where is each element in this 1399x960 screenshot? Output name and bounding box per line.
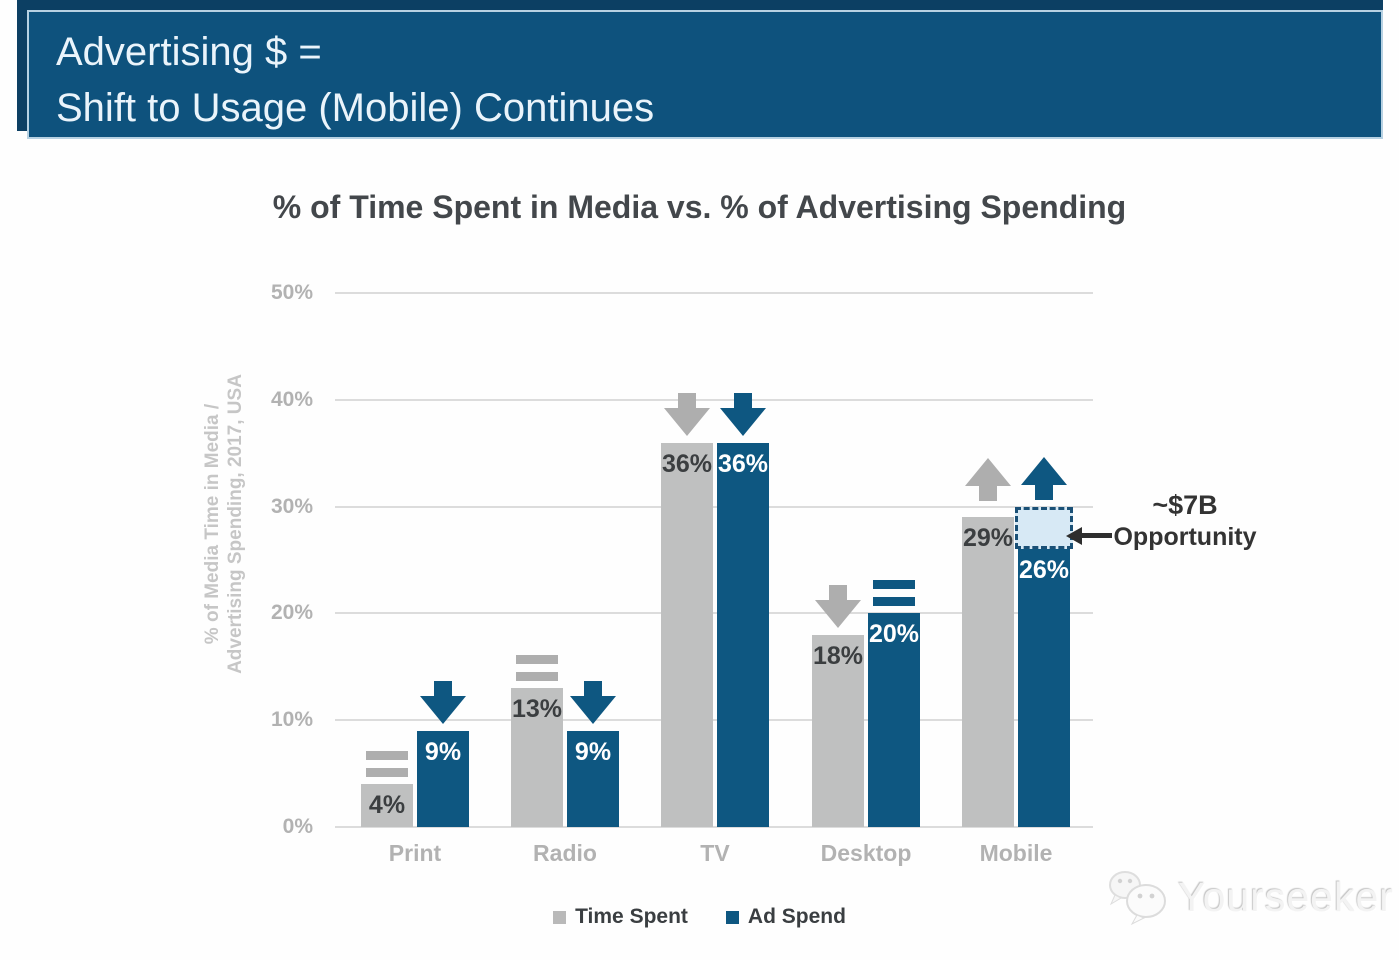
- annotation-label-line1: ~$7B: [1152, 490, 1218, 520]
- watermark: Yourseeker: [1106, 868, 1394, 926]
- y-tick-label-30: 30%: [270, 494, 313, 518]
- chart-title: % of Time Spent in Media vs. % of Advert…: [272, 189, 1127, 225]
- bar-ad-spend-radio: [567, 730, 619, 827]
- bar-time-spent-tv: [661, 442, 713, 827]
- bar-value-label-time-spent-tv: 36%: [661, 449, 713, 478]
- trend-up-icon-time-spent-mobile: [965, 458, 1011, 502]
- gridline-20: [335, 612, 1093, 615]
- gridline-50: [335, 292, 1093, 294]
- watermark-text: Yourseeker: [1178, 873, 1394, 920]
- gridline-30: [335, 505, 1093, 508]
- annotation-left-arrow-icon: [1066, 527, 1082, 545]
- header-title-line2: Shift to Usage (Mobile) Continues: [56, 86, 655, 130]
- bar-time-spent-radio: [511, 688, 563, 827]
- y-axis-label-line1: % of Media Time in Media /: [202, 403, 223, 645]
- bar-value-label-time-spent-desktop: 18%: [812, 641, 864, 670]
- trend-down-icon-ad-spend-print: [420, 680, 466, 724]
- trend-equal-icon-ad-spend-desktop: [873, 580, 915, 607]
- trend-equal-icon-time-spent-radio: [516, 655, 558, 682]
- y-tick-label-20: 20%: [270, 601, 313, 625]
- legend-item-ad-spend: Ad Spend: [725, 905, 846, 929]
- chat-bubbles-logo-icon: [1109, 871, 1166, 926]
- legend-label-time-spent: Time Spent: [575, 905, 688, 928]
- trend-up-icon-ad-spend-mobile: [1021, 456, 1067, 500]
- gridline-10: [335, 719, 1093, 722]
- legend-item-time-spent: Time Spent: [553, 905, 688, 929]
- bar-ad-spend-print: [417, 730, 469, 827]
- header-banner: Advertising $ = Shift to Usage (Mobile) …: [27, 10, 1383, 139]
- category-label-tv: TV: [700, 840, 730, 866]
- trend-equal-icon-time-spent-print: [366, 751, 408, 778]
- bar-value-label-ad-spend-mobile: 26%: [1018, 556, 1070, 585]
- bar-time-spent-mobile: [962, 517, 1014, 827]
- y-tick-label-40: 40%: [270, 387, 313, 411]
- bar-ad-spend-desktop: [868, 613, 920, 827]
- bar-value-label-time-spent-print: 4%: [368, 791, 406, 820]
- bar-value-label-ad-spend-radio: 9%: [574, 737, 612, 766]
- trend-down-icon-ad-spend-tv: [720, 392, 766, 436]
- y-axis-label: % of Media Time in Media / Advertising S…: [201, 354, 247, 694]
- opportunity-annotation: ~$7B Opportunity: [1100, 490, 1270, 552]
- bar-time-spent-desktop: [812, 634, 864, 827]
- y-tick-label-50: 50%: [270, 281, 313, 304]
- bar-value-label-ad-spend-print: 9%: [424, 737, 462, 766]
- bar-value-label-ad-spend-desktop: 20%: [868, 620, 920, 649]
- category-label-radio: Radio: [533, 840, 597, 866]
- bar-ad-spend-mobile: [1018, 549, 1070, 827]
- category-label-desktop: Desktop: [820, 840, 912, 866]
- category-label-mobile: Mobile: [979, 840, 1053, 866]
- y-tick-label-0: 0%: [282, 815, 313, 838]
- gridline-40: [335, 398, 1093, 401]
- bar-value-label-time-spent-mobile: 29%: [962, 524, 1014, 553]
- y-tick-label-10: 10%: [270, 708, 313, 732]
- header-title-line1: Advertising $ =: [56, 30, 322, 74]
- bar-ad-spend-tv: [717, 442, 769, 827]
- bar-value-label-ad-spend-tv: 36%: [717, 449, 769, 478]
- opportunity-gap-box: [1015, 506, 1073, 550]
- ad-spend-swatch: [725, 910, 739, 924]
- annotation-label-line2: Opportunity: [1113, 523, 1257, 551]
- bar-time-spent-print: [361, 784, 413, 827]
- trend-down-icon-time-spent-desktop: [815, 584, 861, 628]
- bar-value-label-time-spent-radio: 13%: [511, 695, 563, 724]
- time-spent-swatch: [553, 910, 567, 924]
- y-axis-label-line2: Advertising Spending, 2017, USA: [225, 374, 246, 674]
- gridline-0: [335, 826, 1093, 828]
- plot-area: 0% 10% 20% 30% 40% 50% Print 4% 9% Radio 13% 9% TV 36…: [271, 281, 1093, 866]
- legend: Time Spent Ad Spend: [0, 905, 1399, 929]
- category-label-print: Print: [388, 840, 442, 866]
- trend-down-icon-ad-spend-radio: [570, 680, 616, 724]
- legend-label-ad-spend: Ad Spend: [747, 905, 846, 928]
- trend-down-icon-time-spent-tv: [664, 392, 710, 436]
- annotation-arrow-line: [1081, 533, 1112, 538]
